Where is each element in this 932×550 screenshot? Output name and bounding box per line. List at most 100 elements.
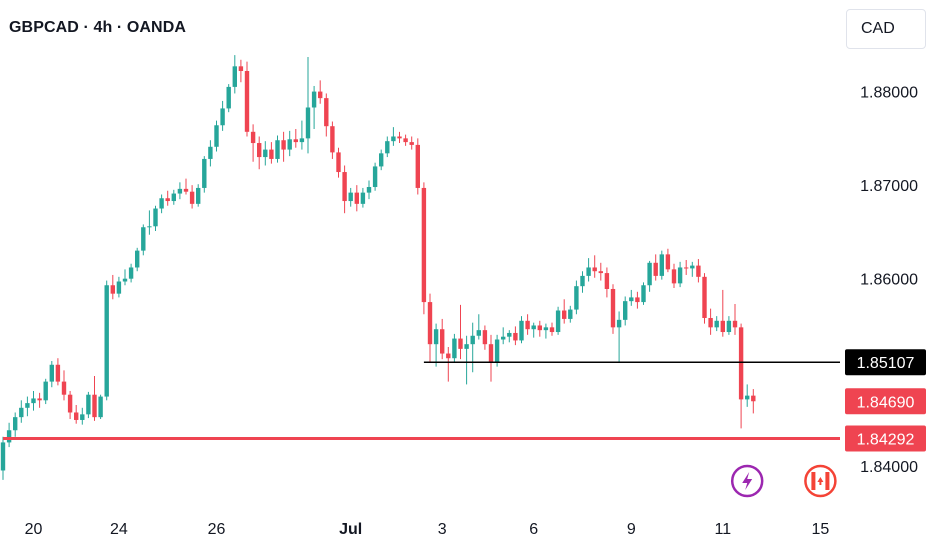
candle xyxy=(196,184,201,207)
lightning-bolt xyxy=(742,472,753,490)
candle xyxy=(135,247,140,272)
candle xyxy=(458,304,463,360)
time-axis[interactable]: 20 24 26 Jul 3 6 9 11 15 xyxy=(25,521,830,538)
candle-body xyxy=(311,91,317,108)
candle-body xyxy=(397,136,402,139)
candle xyxy=(147,210,152,235)
candle-body xyxy=(141,227,146,251)
candle xyxy=(336,147,341,178)
candle-body xyxy=(232,66,237,87)
candle-body xyxy=(696,265,701,277)
candle xyxy=(385,136,390,158)
time-tick-label: 9 xyxy=(627,521,636,538)
candle xyxy=(397,131,402,144)
candle-body xyxy=(86,394,91,415)
candle xyxy=(183,178,189,195)
candle-body xyxy=(623,301,628,320)
candle xyxy=(702,273,707,324)
price-tick-label: 1.87000 xyxy=(860,178,918,195)
candle xyxy=(348,187,353,207)
time-tick-label: 3 xyxy=(438,521,447,538)
candle xyxy=(104,280,109,401)
candle xyxy=(110,274,115,300)
candle-body xyxy=(525,320,530,330)
candle xyxy=(427,293,433,362)
candle-body xyxy=(391,136,396,142)
candle xyxy=(293,129,298,148)
candle-body xyxy=(586,267,591,276)
candle-body xyxy=(568,309,573,319)
candle xyxy=(238,59,244,83)
candle-body xyxy=(659,254,664,276)
symbol-title: GBPCAD · 4h · OANDA xyxy=(9,19,187,36)
price-axis[interactable]: 1.88000 1.87000 1.86000 1.84000 1.85107 1.842… xyxy=(845,85,926,476)
candle-body xyxy=(531,325,536,330)
candle-body xyxy=(440,329,445,354)
candle xyxy=(92,375,97,421)
candle xyxy=(671,263,677,289)
candle-body xyxy=(488,344,494,363)
candle-body xyxy=(580,275,585,287)
levels-group xyxy=(3,361,840,440)
candle xyxy=(55,358,61,386)
candle xyxy=(257,136,262,170)
candle-body xyxy=(641,285,646,303)
currency-selector[interactable]: CAD xyxy=(846,9,926,49)
candle-body xyxy=(677,267,683,284)
candle-body xyxy=(220,108,225,126)
candle-body xyxy=(464,344,469,349)
candle-body xyxy=(543,327,549,331)
candle-body xyxy=(458,338,463,349)
candle xyxy=(214,120,219,152)
candle xyxy=(525,314,530,335)
candle-body xyxy=(202,158,207,188)
candle xyxy=(732,303,738,335)
candle-body xyxy=(714,320,719,328)
candle-body xyxy=(257,143,262,158)
candle xyxy=(220,100,225,131)
candle xyxy=(409,136,414,150)
candle xyxy=(6,422,12,448)
candle xyxy=(470,322,475,373)
candles-group xyxy=(0,55,756,480)
candle-body xyxy=(37,398,42,401)
candle-body xyxy=(745,395,750,400)
candle-body xyxy=(415,144,420,188)
time-tick-label: 26 xyxy=(208,521,226,538)
candle-body xyxy=(171,193,176,202)
candle xyxy=(372,162,378,191)
candle-body xyxy=(372,166,378,188)
candle-body xyxy=(403,138,408,143)
candle xyxy=(43,378,48,405)
candle-body xyxy=(629,297,634,302)
candle-body xyxy=(360,192,366,204)
candle-body xyxy=(135,250,140,268)
candle xyxy=(488,334,494,382)
candle-body xyxy=(110,285,115,294)
candle xyxy=(610,284,616,334)
candle xyxy=(299,120,305,150)
candle xyxy=(604,267,610,298)
currency-label: CAD xyxy=(861,20,895,37)
candle xyxy=(623,296,628,326)
level-price-tag xyxy=(845,349,926,376)
candle xyxy=(360,187,366,208)
candle xyxy=(25,396,30,417)
candle-body xyxy=(379,153,384,167)
candle-body xyxy=(665,254,671,270)
candle xyxy=(354,185,359,212)
candle xyxy=(244,61,250,137)
candle-body xyxy=(726,320,732,333)
candle xyxy=(446,346,451,382)
candle xyxy=(49,361,54,388)
candle-body xyxy=(555,310,561,333)
candle xyxy=(275,135,280,163)
candle xyxy=(696,259,701,283)
candle-body xyxy=(684,267,689,269)
price-tick-label: 1.88000 xyxy=(860,85,918,102)
candle xyxy=(324,93,329,137)
candle xyxy=(738,323,744,429)
candle xyxy=(74,404,79,424)
candle-body xyxy=(281,140,286,150)
